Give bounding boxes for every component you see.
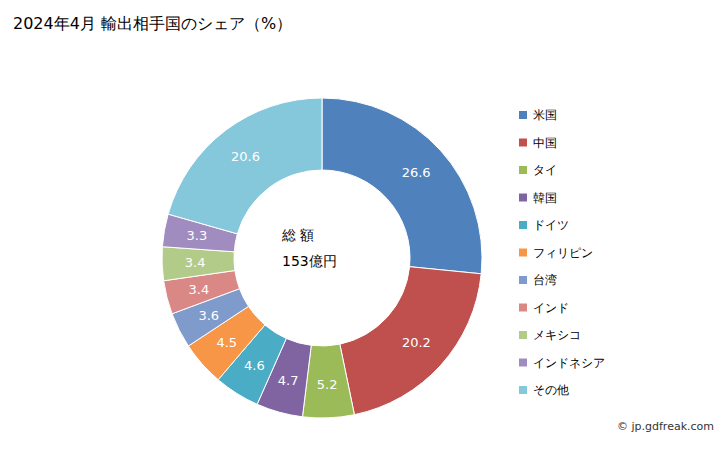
svg-text:台湾: 台湾: [533, 273, 557, 287]
svg-text:4.7: 4.7: [278, 373, 299, 388]
svg-text:3.4: 3.4: [185, 255, 206, 270]
svg-text:インド: インド: [533, 301, 569, 315]
svg-text:中国: 中国: [533, 136, 557, 150]
svg-text:米国: 米国: [533, 108, 557, 122]
svg-text:総 額: 総 額: [281, 227, 314, 243]
svg-text:ドイツ: ドイツ: [533, 218, 569, 232]
svg-text:韓国: 韓国: [533, 191, 557, 205]
svg-text:その他: その他: [533, 383, 569, 397]
svg-text:3.6: 3.6: [198, 308, 219, 323]
svg-text:フィリピン: フィリピン: [533, 246, 593, 260]
svg-text:メキシコ: メキシコ: [533, 328, 581, 342]
svg-text:26.6: 26.6: [402, 165, 431, 180]
svg-text:4.6: 4.6: [244, 358, 265, 373]
svg-text:タイ: タイ: [533, 163, 557, 177]
svg-text:153億円: 153億円: [282, 253, 337, 269]
svg-text:2024年4月 輸出相手国のシェア（%）: 2024年4月 輸出相手国のシェア（%）: [13, 14, 292, 33]
svg-text:3.3: 3.3: [187, 228, 208, 243]
svg-text:20.6: 20.6: [231, 149, 260, 164]
svg-text:4.5: 4.5: [216, 335, 237, 350]
svg-text:インドネシア: インドネシア: [533, 356, 605, 370]
svg-text:5.2: 5.2: [317, 377, 338, 392]
svg-text:© jp.gdfreak.com: © jp.gdfreak.com: [617, 420, 714, 433]
svg-text:20.2: 20.2: [402, 335, 431, 350]
svg-text:3.4: 3.4: [189, 282, 210, 297]
